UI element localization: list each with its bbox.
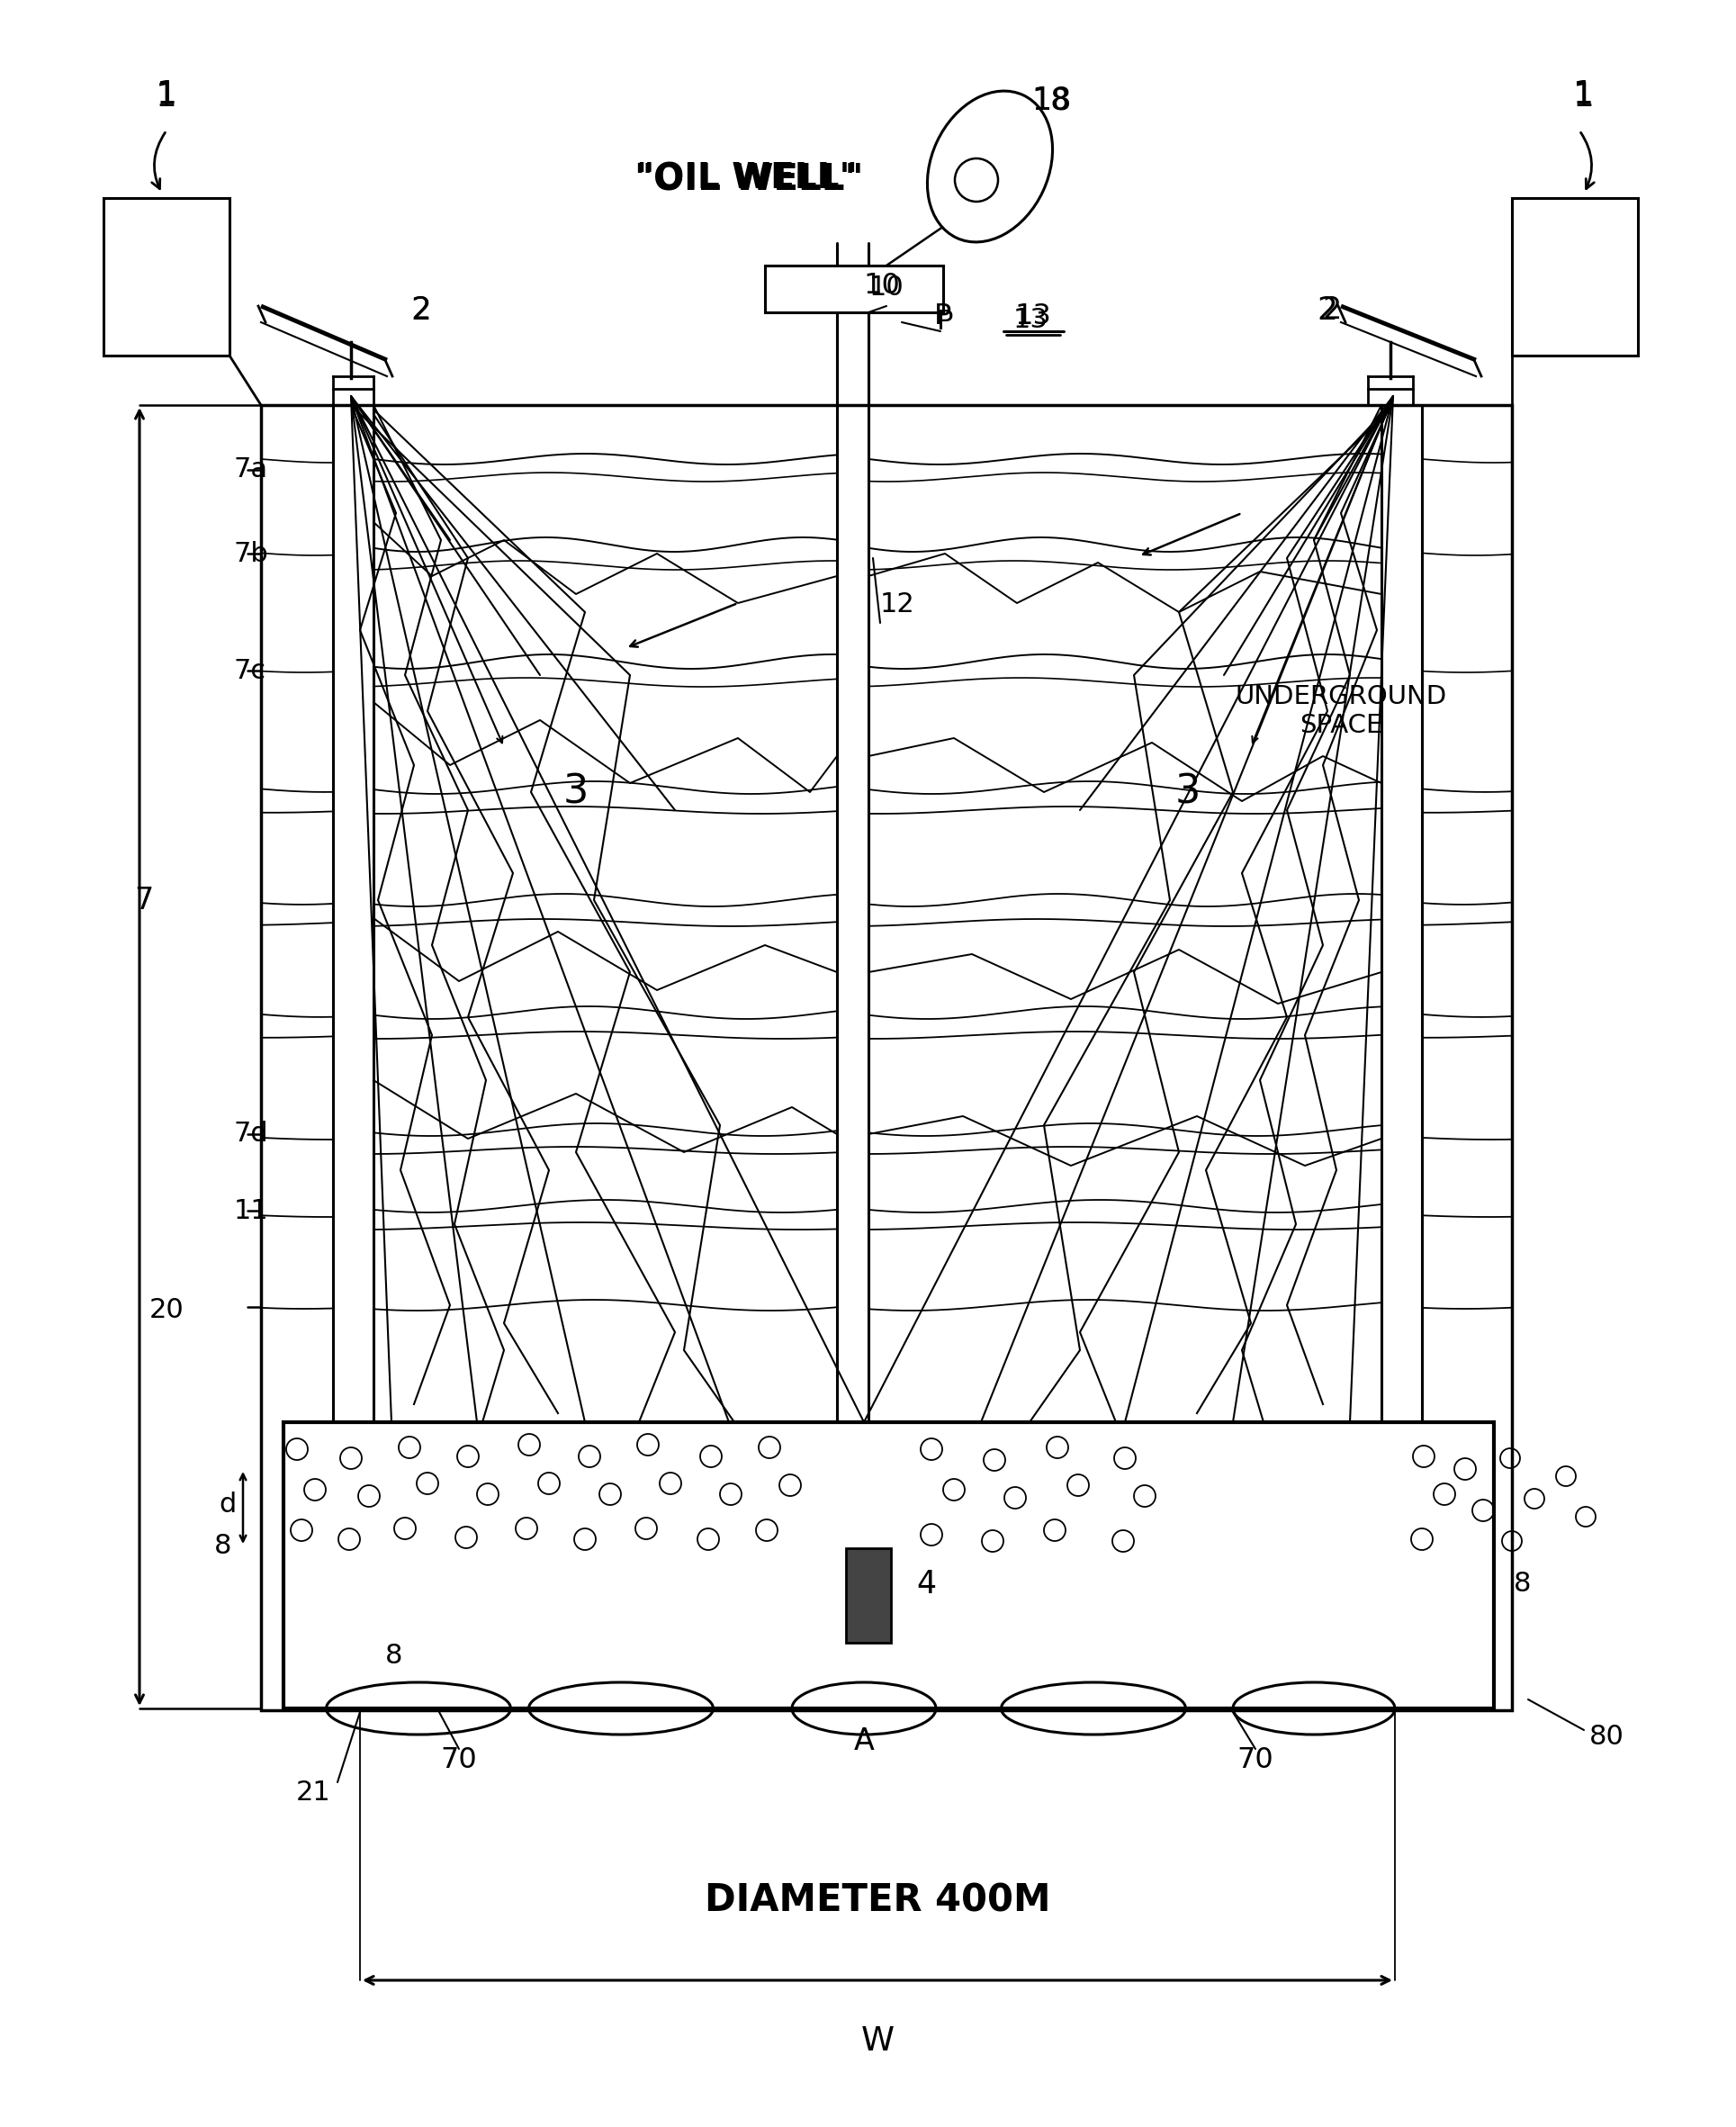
- Text: 1: 1: [1573, 79, 1594, 111]
- Bar: [260, 404, 1512, 1710]
- Text: 13: 13: [1012, 306, 1049, 332]
- Text: 7b: 7b: [234, 540, 269, 566]
- Text: 1: 1: [156, 81, 177, 113]
- Text: "OIL WELL": "OIL WELL": [637, 162, 858, 196]
- Text: 7d: 7d: [234, 1121, 269, 1146]
- FancyArrowPatch shape: [1002, 136, 1042, 160]
- Text: 20: 20: [149, 1297, 184, 1323]
- Bar: [766, 266, 943, 313]
- Text: 2: 2: [1318, 296, 1338, 325]
- Text: 8: 8: [385, 1644, 403, 1670]
- Text: P: P: [937, 308, 953, 336]
- FancyArrowPatch shape: [1581, 132, 1594, 189]
- Bar: [283, 1423, 1495, 1708]
- Text: 7a: 7a: [234, 457, 269, 483]
- Text: UNDERGROUND
SPACE: UNDERGROUND SPACE: [1234, 685, 1446, 738]
- Text: 7: 7: [134, 885, 153, 915]
- Text: 8: 8: [215, 1534, 233, 1559]
- Text: 4: 4: [917, 1570, 936, 1600]
- Bar: [1512, 198, 1637, 355]
- Text: P: P: [934, 302, 951, 332]
- Text: 11: 11: [234, 1198, 269, 1223]
- Text: 1: 1: [156, 79, 177, 111]
- Text: 80: 80: [1588, 1725, 1623, 1751]
- Text: 18: 18: [1031, 85, 1071, 117]
- Text: 7c: 7c: [234, 657, 267, 683]
- Text: W: W: [861, 2025, 894, 2057]
- Text: "OIL WELL": "OIL WELL": [634, 162, 863, 198]
- Text: 3: 3: [562, 772, 589, 813]
- Bar: [845, 1548, 891, 1642]
- Text: 2: 2: [1323, 296, 1342, 325]
- Text: 21: 21: [295, 1780, 330, 1806]
- Text: 70: 70: [1238, 1746, 1274, 1774]
- Bar: [104, 198, 229, 355]
- Text: 12: 12: [880, 591, 915, 619]
- Text: 2: 2: [411, 296, 432, 325]
- Text: 10: 10: [870, 274, 904, 302]
- Text: DIAMETER 400M: DIAMETER 400M: [705, 1882, 1050, 1921]
- Text: 1: 1: [1573, 81, 1595, 113]
- Text: 70: 70: [441, 1746, 477, 1774]
- Text: 2: 2: [411, 296, 431, 325]
- Text: 8: 8: [1514, 1572, 1531, 1597]
- Text: d: d: [219, 1491, 236, 1519]
- Text: 10: 10: [863, 272, 901, 300]
- Ellipse shape: [927, 91, 1052, 242]
- Text: 18: 18: [1033, 85, 1069, 115]
- Text: 13: 13: [1016, 302, 1052, 332]
- Text: 3: 3: [1175, 772, 1201, 813]
- Circle shape: [955, 157, 998, 202]
- Text: A: A: [854, 1727, 875, 1757]
- FancyArrowPatch shape: [151, 132, 165, 189]
